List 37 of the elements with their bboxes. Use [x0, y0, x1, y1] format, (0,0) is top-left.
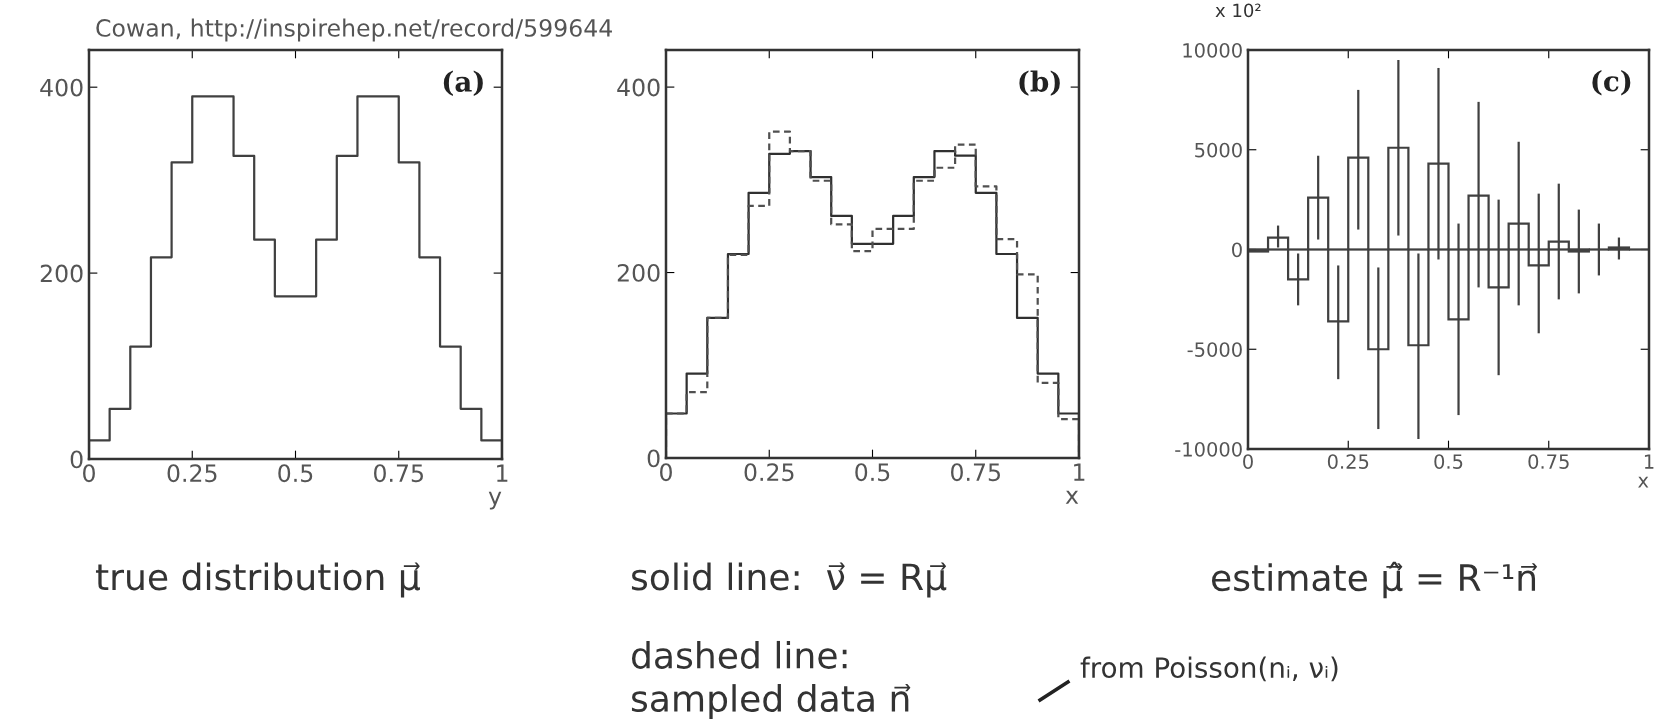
y-tick-label: 200 — [40, 264, 83, 283]
x-tick-label: 0.25 — [744, 463, 794, 482]
x-tick-label: 0.75 — [1528, 454, 1569, 469]
y-tick-label: -10000 — [1175, 441, 1242, 457]
x-tick-label: 1 — [497, 464, 508, 482]
x-tick-label: 0.25 — [1327, 454, 1369, 469]
text: from Poisson(nᵢ, νᵢ) — [1080, 656, 1338, 682]
x-tick-label: 0.75 — [374, 464, 423, 483]
y-tick-label: 0 — [1232, 242, 1242, 258]
x-tick-label: 0 — [660, 463, 672, 482]
text: dashed line: sampled data n⃗ — [631, 640, 911, 720]
annotation: (c) — [1592, 69, 1631, 96]
x-axis-title: y — [488, 491, 502, 510]
y-tick-label: 400 — [40, 78, 83, 97]
x-tick-label: 0.25 — [167, 464, 217, 483]
x-tick-label: 0.5 — [855, 463, 890, 482]
y-tick-label: 5000 — [1195, 142, 1242, 158]
text: estimate μ̂⃗ = R⁻¹n⃗ — [1211, 561, 1538, 599]
text: solid line: ν⃗ = Rμ⃗ — [631, 562, 947, 598]
text: true distribution μ⃗ — [95, 562, 420, 598]
y-tick-label: 200 — [617, 263, 660, 282]
x-tick-label: 0 — [83, 464, 95, 483]
x-tick-label: 0.5 — [1434, 454, 1463, 469]
annotation: (b) — [1019, 70, 1060, 96]
x-tick-label: 1 — [1074, 463, 1085, 481]
text: x 10² — [1215, 3, 1261, 18]
y-tick-label: -5000 — [1187, 342, 1242, 357]
y-tick-label: 400 — [617, 78, 660, 97]
x-axis-title: x — [1065, 490, 1079, 504]
y-tick-label: 10000 — [1183, 42, 1242, 58]
x-tick-label: 0.75 — [951, 463, 1000, 482]
x-axis-title: x — [1638, 476, 1649, 488]
x-tick-label: 1 — [1644, 454, 1654, 469]
x-tick-label: 0.5 — [278, 464, 313, 483]
annotation: (a) — [443, 70, 483, 96]
text: Cowan, http://inspirehep.net/record/599644 — [96, 18, 612, 42]
x-tick-label: 0 — [1243, 454, 1253, 469]
